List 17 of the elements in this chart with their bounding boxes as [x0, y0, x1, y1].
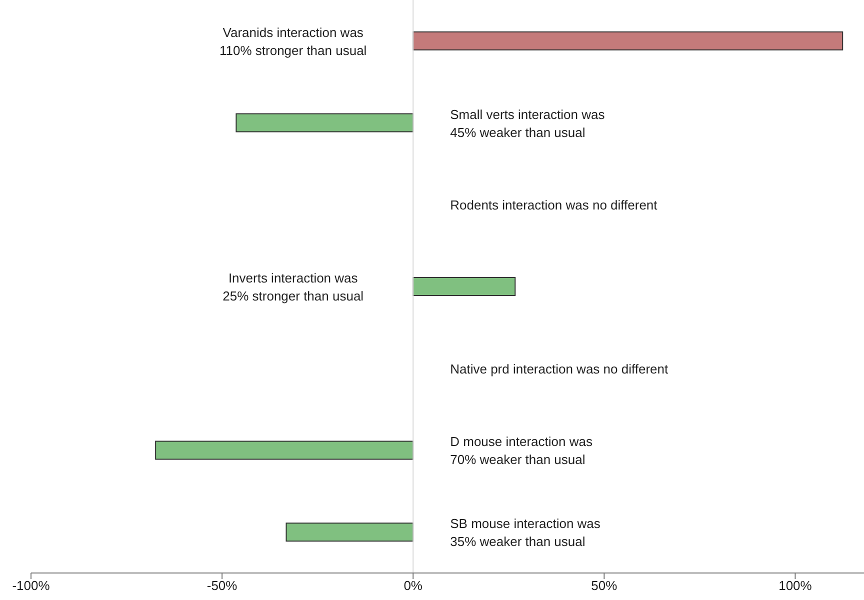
x-tick-label: 0%: [404, 578, 423, 594]
annotation: D mouse interaction was 70% weaker than usual: [450, 434, 593, 468]
bar: [412, 276, 516, 296]
annotation: Varanids interaction was 110% stronger than usual: [220, 24, 367, 58]
bar: [412, 31, 844, 50]
annotation: Inverts interaction was 25% stronger than usual: [222, 270, 364, 304]
bar: [155, 440, 414, 460]
x-tick-label: 100%: [778, 578, 812, 594]
annotation: SB mouse interaction was 35% weaker than usual: [450, 516, 601, 550]
bar: [286, 522, 414, 542]
x-tick-label: -50%: [206, 578, 238, 594]
x-tick-label: 50%: [591, 578, 618, 594]
x-tick-label: -100%: [12, 578, 50, 594]
bar: [236, 113, 414, 132]
annotation: Small verts interaction was 45% weaker than usual: [450, 106, 606, 140]
annotation: Rodents interaction was no different: [450, 198, 658, 213]
annotation: Native prd interaction was no different: [450, 361, 668, 376]
